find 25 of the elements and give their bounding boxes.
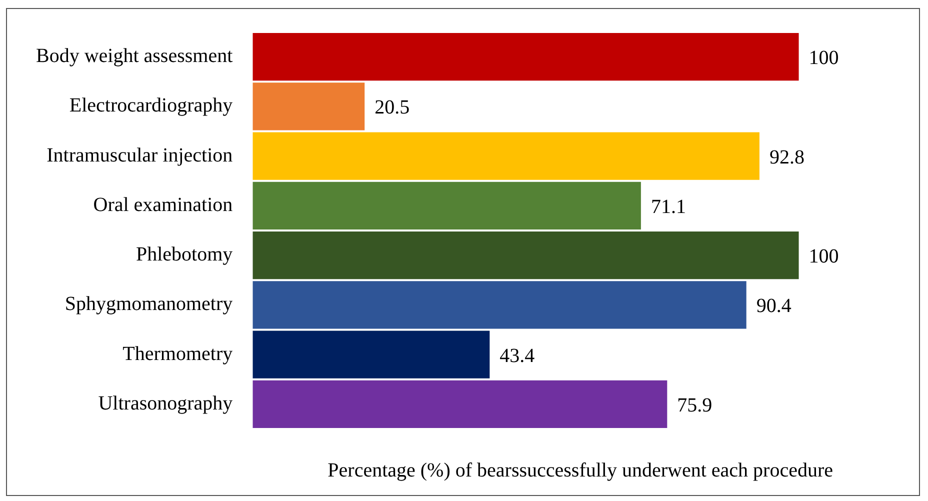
data-label: 43.4 xyxy=(500,344,535,367)
data-label: 75.9 xyxy=(677,394,712,416)
bar xyxy=(252,231,799,280)
x-axis-title: Percentage (%) of bearssuccessfully underwent each procedure xyxy=(328,459,834,482)
bar xyxy=(252,32,799,81)
y-tick-label: Thermometry xyxy=(122,342,233,365)
y-tick-label: Electrocardiography xyxy=(69,94,233,117)
y-tick-label: Intramuscular injection xyxy=(46,144,233,166)
bar xyxy=(252,330,490,378)
bar xyxy=(252,380,668,428)
bar xyxy=(252,182,641,230)
y-tick-label: Ultrasonography xyxy=(98,392,233,414)
y-tick-label: Phlebotomy xyxy=(136,244,233,266)
bar xyxy=(252,82,365,130)
bar xyxy=(252,132,760,180)
data-label: 71.1 xyxy=(650,196,686,218)
bar xyxy=(252,281,746,329)
y-tick-label: Oral examination xyxy=(93,194,233,216)
data-label: 100 xyxy=(808,246,839,268)
y-tick-label: Body weight assessment xyxy=(36,45,234,68)
y-tick-label: Sphygmomanometry xyxy=(64,293,233,316)
data-label: 100 xyxy=(808,47,839,70)
data-label: 20.5 xyxy=(374,96,410,119)
data-label: 92.8 xyxy=(769,146,804,168)
data-label: 90.4 xyxy=(756,295,792,318)
